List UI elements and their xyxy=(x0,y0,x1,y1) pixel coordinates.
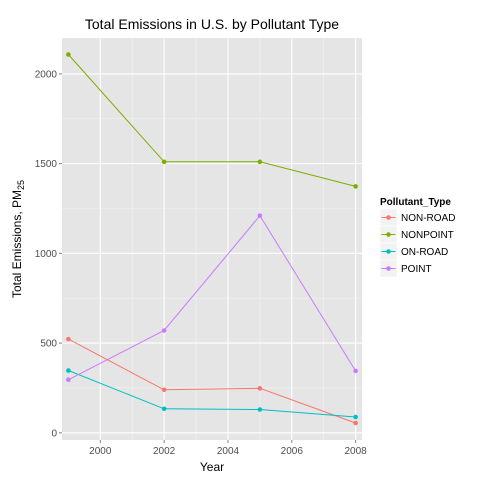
series-line-point xyxy=(68,214,357,381)
data-point-nonpoint xyxy=(161,159,167,165)
x-axis-title: Year xyxy=(200,460,224,474)
legend-label-point: POINT xyxy=(401,264,432,275)
y-tick-label: 1000 xyxy=(35,249,58,260)
data-point-on-road xyxy=(353,414,358,420)
x-tick-label: 2004 xyxy=(217,446,240,457)
legend-label-non-road: NON-ROAD xyxy=(401,213,455,224)
data-point-non-road xyxy=(353,420,358,426)
y-tick-label: 1500 xyxy=(35,159,58,170)
data-point-on-road xyxy=(66,368,71,373)
legend-label-nonpoint: NONPOINT xyxy=(401,230,454,241)
x-tick-label: 2000 xyxy=(89,446,112,457)
chart-title: Total Emissions in U.S. by Pollutant Typ… xyxy=(85,16,339,32)
data-point-non-road xyxy=(161,387,167,393)
legend-title: Pollutant_Type xyxy=(380,197,451,208)
major-gridlines xyxy=(62,38,362,440)
y-tick-label: 500 xyxy=(40,339,57,350)
x-tick-label: 2002 xyxy=(153,446,176,457)
data-point-nonpoint xyxy=(257,159,263,165)
y-tick-label: 0 xyxy=(51,428,57,439)
legend-keys: NON-ROAD NONPOINT ON-ROAD POINT xyxy=(379,208,455,278)
data-point-point xyxy=(66,377,71,383)
data-point-point xyxy=(161,328,167,333)
legend-key-point-non-road xyxy=(386,215,391,220)
data-point-nonpoint xyxy=(353,184,358,189)
plot-panel xyxy=(62,38,362,440)
data-point-nonpoint xyxy=(66,52,71,57)
legend-key-point-on-road xyxy=(386,249,391,254)
series-line-nonpoint xyxy=(68,54,356,187)
legend-key-point-point xyxy=(386,266,391,271)
data-point-point xyxy=(353,368,358,374)
y-tick-label: 2000 xyxy=(35,69,58,80)
x-tick-label: 2006 xyxy=(281,446,304,457)
data-point-on-road xyxy=(257,407,263,412)
data-point-non-road xyxy=(257,386,263,391)
y-axis-title: Total Emissions, PM25 xyxy=(10,180,26,298)
axis-ticks: 2000 2002 2004 2006 2008 0 500 1000 1500 2000 xyxy=(35,69,367,457)
legend-label-on-road: ON-ROAD xyxy=(401,247,448,258)
x-tick-label: 2008 xyxy=(344,446,367,457)
legend-key-point-nonpoint xyxy=(386,232,391,237)
data-point-on-road xyxy=(161,406,167,412)
legend: Pollutant_Type NON-ROAD NONPOINT ON-ROAD PO… xyxy=(379,197,455,278)
data-point-non-road xyxy=(66,336,71,342)
series-line-on-road xyxy=(68,370,356,418)
series-layer xyxy=(66,52,358,426)
data-point-point xyxy=(257,213,263,218)
series-line-non-road xyxy=(68,338,356,424)
y-axis-title-main: Total Emissions, PM xyxy=(10,190,24,298)
minor-gridlines xyxy=(62,38,362,440)
y-axis-title-subscript: 25 xyxy=(16,180,26,190)
